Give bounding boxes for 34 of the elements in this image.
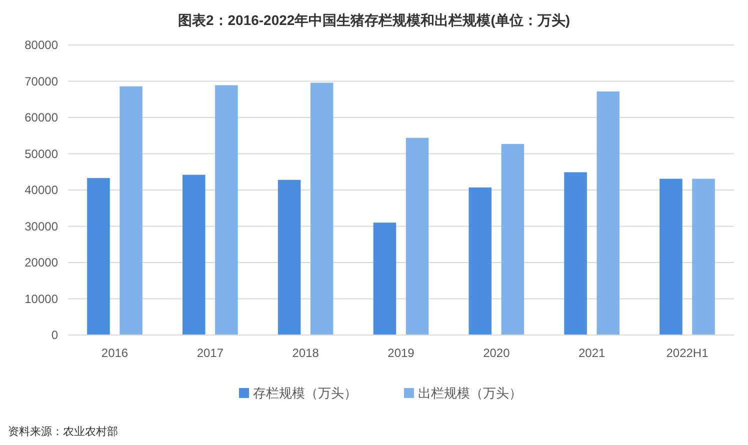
bar xyxy=(501,144,524,335)
y-tick-label: 30000 xyxy=(24,219,58,234)
bar xyxy=(660,178,682,335)
bar xyxy=(596,91,620,335)
x-tick-label: 2017 xyxy=(196,346,224,360)
y-tick-label: 80000 xyxy=(24,38,58,52)
bar xyxy=(87,178,110,335)
bar xyxy=(215,85,238,335)
legend-label: 出栏规模（万头） xyxy=(418,386,522,401)
bar xyxy=(373,222,396,335)
chart-title: 图表2：2016-2022年中国生猪存栏规模和出栏规模(单位：万头) xyxy=(178,12,570,28)
bar xyxy=(406,138,429,335)
bar xyxy=(468,187,492,335)
bar xyxy=(120,86,142,335)
bar xyxy=(182,174,206,335)
bar xyxy=(310,82,334,335)
x-tick-label: 2019 xyxy=(388,346,415,360)
x-tick-label: 2020 xyxy=(483,346,510,360)
legend-label: 存栏规模（万头） xyxy=(253,386,357,401)
x-tick-label: 2022H1 xyxy=(666,346,709,360)
y-tick-label: 0 xyxy=(51,328,58,342)
text: 资料来源：农业农村部 xyxy=(8,425,118,438)
bar xyxy=(564,172,587,335)
bar xyxy=(692,178,715,335)
x-tick-label: 2016 xyxy=(101,346,128,360)
y-tick-label: 40000 xyxy=(24,183,58,198)
y-tick-label: 20000 xyxy=(24,256,58,270)
bar xyxy=(278,180,301,335)
x-tick-label: 2021 xyxy=(578,346,606,360)
y-tick-label: 10000 xyxy=(24,292,58,306)
y-tick-label: 50000 xyxy=(24,146,58,161)
y-tick-label: 60000 xyxy=(24,110,58,125)
y-tick-label: 70000 xyxy=(24,74,58,88)
x-tick-label: 2018 xyxy=(292,346,320,360)
